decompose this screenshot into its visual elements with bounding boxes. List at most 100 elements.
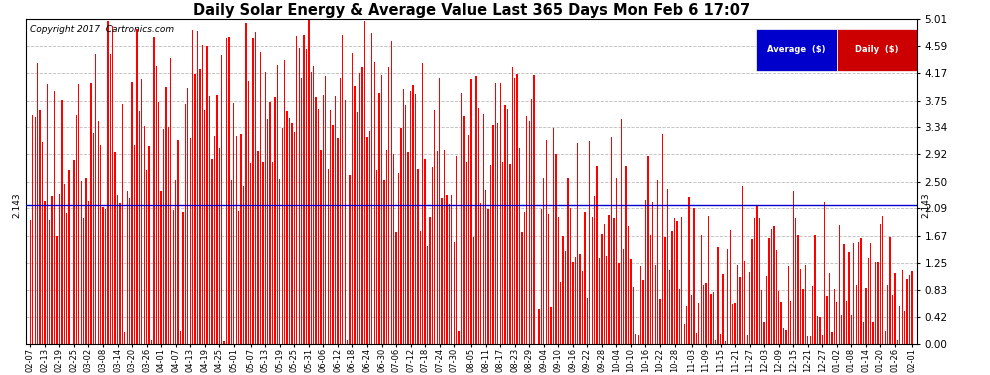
Bar bbox=[410, 91, 411, 344]
Bar bbox=[487, 209, 489, 344]
Bar bbox=[771, 230, 772, 344]
Bar bbox=[904, 311, 905, 344]
Bar bbox=[150, 340, 152, 344]
Bar bbox=[279, 179, 280, 344]
Bar bbox=[371, 33, 372, 344]
Bar bbox=[415, 94, 416, 344]
Bar bbox=[458, 331, 459, 344]
Bar bbox=[475, 76, 476, 344]
Bar bbox=[390, 41, 392, 344]
Bar bbox=[209, 96, 210, 344]
Bar bbox=[810, 336, 811, 344]
Bar bbox=[870, 243, 871, 344]
Bar bbox=[451, 195, 452, 344]
Bar bbox=[129, 198, 131, 344]
Bar bbox=[105, 209, 106, 344]
Bar bbox=[614, 218, 615, 344]
Bar bbox=[708, 216, 709, 344]
Bar bbox=[460, 93, 462, 344]
Bar bbox=[155, 66, 157, 344]
Bar bbox=[453, 242, 454, 344]
Bar bbox=[163, 129, 164, 344]
Bar bbox=[604, 224, 605, 344]
Bar bbox=[134, 145, 136, 344]
Bar bbox=[715, 340, 717, 344]
Bar bbox=[863, 322, 864, 344]
Bar bbox=[509, 164, 511, 344]
Bar bbox=[539, 309, 540, 344]
Text: 2.143: 2.143 bbox=[921, 192, 931, 217]
Bar bbox=[202, 45, 203, 344]
Bar bbox=[236, 136, 237, 344]
Bar bbox=[73, 160, 74, 344]
Bar bbox=[432, 167, 433, 344]
Bar bbox=[252, 38, 253, 344]
Bar bbox=[850, 315, 852, 344]
Bar bbox=[756, 205, 757, 344]
FancyBboxPatch shape bbox=[756, 29, 837, 71]
Bar bbox=[817, 316, 818, 344]
Bar bbox=[679, 289, 680, 344]
Bar bbox=[90, 83, 91, 344]
Bar bbox=[737, 265, 739, 344]
Bar bbox=[301, 78, 302, 344]
Bar bbox=[470, 79, 472, 344]
Bar bbox=[383, 180, 384, 344]
Bar bbox=[601, 234, 603, 344]
Bar bbox=[346, 340, 348, 344]
Bar bbox=[158, 102, 159, 344]
Bar bbox=[378, 93, 380, 344]
Bar bbox=[325, 76, 327, 344]
Bar bbox=[37, 63, 39, 344]
Bar bbox=[254, 32, 256, 344]
Bar bbox=[517, 74, 518, 344]
Bar bbox=[853, 243, 854, 344]
Bar bbox=[574, 257, 576, 344]
Bar bbox=[58, 195, 60, 344]
Bar bbox=[144, 126, 145, 344]
Bar bbox=[649, 235, 651, 344]
Bar bbox=[95, 54, 96, 344]
Bar bbox=[848, 252, 849, 344]
Bar bbox=[822, 335, 823, 344]
Bar bbox=[674, 218, 675, 344]
Bar bbox=[885, 331, 886, 344]
Bar bbox=[435, 110, 436, 344]
Bar bbox=[246, 23, 247, 344]
Bar bbox=[296, 36, 297, 344]
Bar bbox=[691, 295, 692, 344]
Bar bbox=[30, 220, 31, 344]
Bar bbox=[628, 226, 630, 344]
Bar bbox=[66, 213, 67, 344]
Bar bbox=[420, 231, 421, 344]
Bar bbox=[911, 272, 913, 344]
Bar bbox=[841, 315, 842, 344]
Bar bbox=[669, 270, 670, 344]
Bar bbox=[728, 249, 729, 344]
Bar bbox=[465, 162, 467, 344]
Bar bbox=[552, 128, 554, 344]
Bar bbox=[262, 162, 263, 344]
Bar bbox=[758, 218, 760, 344]
Bar bbox=[882, 216, 883, 344]
Bar bbox=[335, 96, 337, 344]
Bar bbox=[877, 262, 879, 344]
Bar bbox=[594, 196, 595, 344]
Bar bbox=[587, 298, 588, 344]
Bar bbox=[211, 159, 213, 344]
Bar bbox=[621, 119, 622, 344]
Bar bbox=[654, 265, 655, 344]
Bar bbox=[683, 324, 685, 344]
Bar bbox=[541, 209, 542, 344]
Bar bbox=[417, 169, 419, 344]
Bar bbox=[705, 282, 707, 344]
Bar bbox=[68, 170, 69, 344]
Bar bbox=[175, 180, 176, 344]
Bar bbox=[562, 236, 564, 344]
Bar bbox=[626, 166, 627, 344]
Bar bbox=[778, 291, 779, 344]
Bar bbox=[393, 154, 394, 344]
Bar bbox=[555, 154, 556, 344]
Bar bbox=[907, 279, 908, 344]
Bar bbox=[664, 237, 665, 344]
